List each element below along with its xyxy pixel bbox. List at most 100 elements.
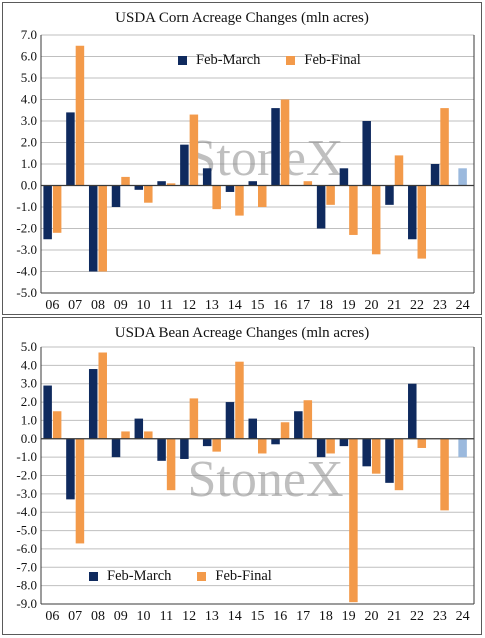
x-tick-label: 23 [433,298,447,313]
legend-swatch-feb-final [197,572,207,581]
y-tick-label: -2.0 [16,221,37,236]
chart-legend: Feb-March Feb-Final [89,568,298,585]
chart-title: USDA Corn Acreage Changes (mln acres) [115,10,369,26]
bar-feb-final-21 [394,155,404,186]
x-tick-label: 21 [387,609,401,624]
bar-feb-march-20 [362,438,371,467]
y-tick-label: -7.0 [16,559,37,574]
legend-label: Feb-March [107,568,172,584]
watermark-logo: StoneX [188,451,344,508]
y-tick-label: 3.0 [21,113,37,128]
legend-item-feb-march: Feb-March [178,52,260,69]
x-tick-label: 12 [182,609,196,624]
bar-feb-final-16 [280,99,290,186]
y-tick-label: -6.0 [16,541,37,556]
x-tick-label: 09 [114,298,128,313]
bar-feb-final-20 [371,438,381,474]
bar-feb-march-07 [66,112,75,186]
legend-swatch-feb-march [89,572,98,581]
chart-legend: Feb-March Feb-Final [178,52,387,69]
bar-feb-march-16 [271,438,280,445]
y-tick-label: 6.0 [21,49,37,64]
bar-feb-final-11 [166,183,176,186]
x-tick-label: 14 [228,298,242,313]
bar-feb-march-09 [111,438,121,458]
x-tick-label: 08 [91,298,105,313]
y-tick-label: -3.0 [16,242,37,257]
bar-feb-march-13 [202,438,212,447]
bar-feb-march-23 [430,164,440,186]
bar-feb-final-18 [326,185,335,205]
bar-feb-march-06 [43,385,52,439]
y-tick-label: 0.0 [21,178,37,193]
legend-item-feb-march: Feb-March [89,568,171,585]
bar-feb-final-14 [235,361,244,439]
bar-feb-final-20 [371,185,381,255]
bar-feb-march-18 [316,438,326,458]
bar-feb-march-14 [225,402,235,439]
bar-feb-final-09 [121,176,130,186]
bar-feb-final-17 [303,400,313,439]
x-tick-label: 15 [251,609,265,624]
y-tick-label: 1.0 [21,156,37,171]
y-tick-label: -8.0 [16,578,37,593]
x-tick-label: 18 [319,609,333,624]
x-tick-label: 24 [456,298,470,313]
bar-feb-march-24 [458,438,467,458]
y-tick-label: 1.0 [21,412,37,427]
bar-feb-march-15 [248,181,257,186]
x-tick-label: 17 [296,298,310,313]
x-tick-label: 11 [160,298,173,313]
bar-feb-final-10 [144,185,153,203]
watermark-logo: StoneX [188,130,344,187]
bar-feb-march-06 [43,185,52,240]
x-tick-label: 13 [205,609,219,624]
bar-feb-march-13 [202,168,212,186]
bar-feb-final-21 [394,438,404,491]
bar-feb-march-12 [180,438,189,459]
bean-chart-panel: USDA Bean Acreage Changes (mln acres) -9… [2,317,482,635]
legend-label: Feb-Final [215,568,272,584]
y-tick-label: 5.0 [21,70,37,85]
bar-feb-march-24 [458,168,467,186]
bar-feb-march-08 [88,185,98,272]
x-tick-label: 10 [137,298,151,313]
bean-chart-plot: -9.0 -8.0 -7.0 -6.0 -5.0 -4.0 -3.0 -2.0 -1.0 0.0 1… [16,339,475,624]
bar-feb-march-11 [157,438,166,461]
bar-feb-final-15 [258,438,267,454]
y-tick-label: 2.0 [21,135,37,150]
x-tick-label: 16 [273,609,287,624]
x-tick-label: 09 [114,609,128,624]
legend-item-feb-final: Feb-Final [286,52,361,69]
y-tick-label: 3.0 [21,376,37,391]
x-tick-label: 14 [228,609,242,624]
bar-feb-march-21 [385,185,394,205]
y-tick-label: -3.0 [16,486,37,501]
bar-feb-march-18 [316,185,326,229]
bar-feb-march-08 [88,369,98,439]
x-tick-label: 07 [68,609,82,624]
bar-feb-march-22 [408,185,417,240]
bar-feb-march-11 [157,181,166,186]
legend-label: Feb-March [196,52,261,68]
x-tick-label: 24 [456,609,470,624]
bar-feb-final-13 [212,438,221,452]
y-tick-label: 5.0 [21,339,37,354]
bar-feb-final-11 [166,438,176,491]
x-tick-label: 12 [182,298,196,313]
bar-feb-final-06 [52,185,62,233]
bar-feb-final-07 [75,438,85,544]
legend-item-feb-final: Feb-Final [197,568,272,585]
bar-feb-final-19 [349,185,358,235]
bar-feb-march-10 [134,418,144,439]
bar-feb-march-20 [362,121,371,186]
y-tick-label: 4.0 [21,357,37,372]
corn-chart-panel: USDA Corn Acreage Changes (mln acres) -5… [2,2,482,315]
x-tick-label: 17 [296,609,310,624]
x-tick-label: 08 [91,609,105,624]
x-tick-label: 06 [45,298,59,313]
bar-feb-final-22 [417,438,427,448]
x-tick-label: 20 [364,298,378,313]
bar-feb-march-22 [408,383,417,439]
bar-feb-march-10 [134,185,144,190]
